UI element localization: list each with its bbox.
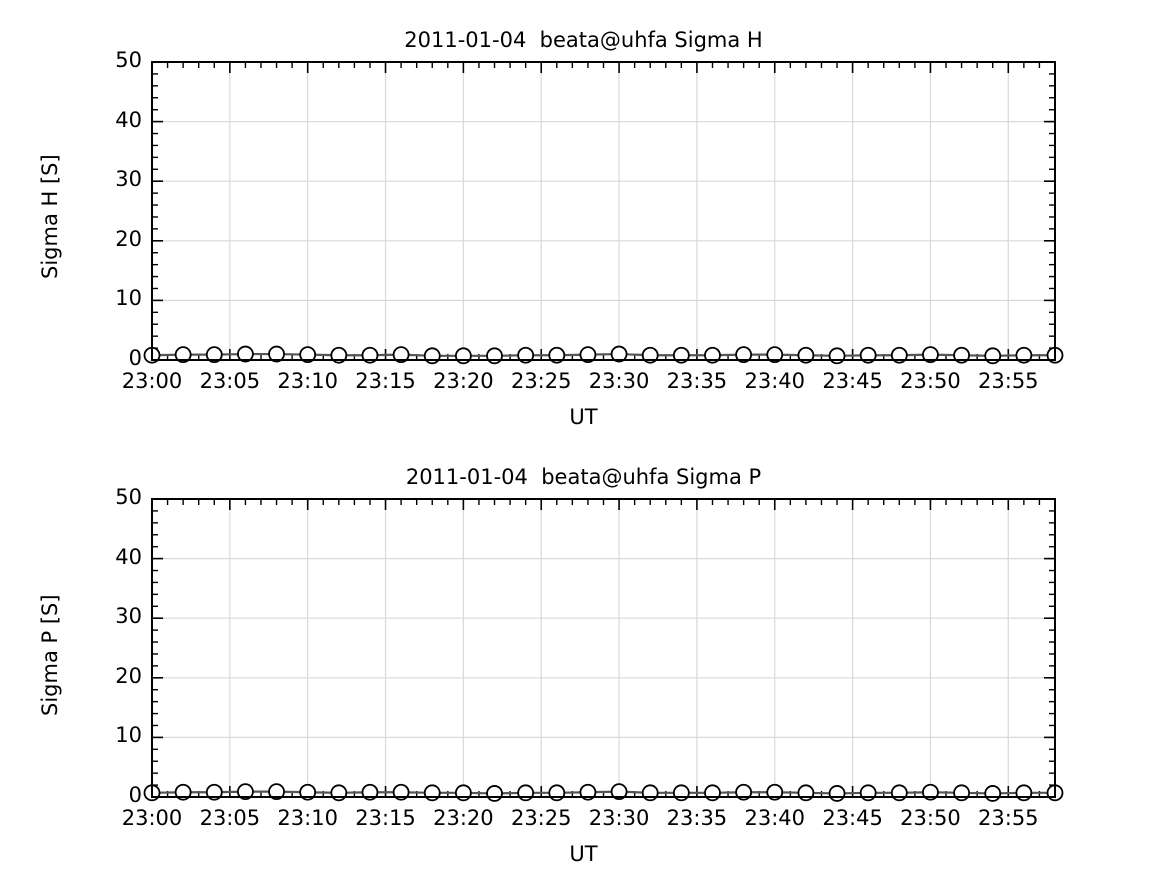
y-tick-label-sigma-h: 10 [115, 286, 142, 311]
x-tick-label-sigma-h: 23:35 [666, 369, 728, 393]
x-tick-label-sigma-p: 23:30 [588, 806, 650, 830]
chart-panel-sigma-h: 2011-01-04 beata@uhfa Sigma H Sigma H [S… [0, 0, 1167, 437]
chart-title-sigma-p: 2011-01-04 beata@uhfa Sigma P [405, 465, 762, 489]
plot-area-sigma-h [143, 61, 1064, 365]
x-tick-label-sigma-p: 23:35 [666, 806, 728, 830]
x-tick-label-sigma-p: 23:25 [510, 806, 572, 830]
y-tick-label-sigma-h: 40 [115, 107, 142, 132]
x-tick-label-sigma-h: 23:40 [744, 369, 806, 393]
y-tick-label-sigma-h: 50 [115, 48, 142, 72]
x-tick-label-sigma-p: 23:45 [822, 806, 883, 830]
plot-area-sigma-p [143, 498, 1064, 802]
x-tick-label-sigma-h: 23:25 [510, 369, 572, 393]
x-tick-label-sigma-p: 23:40 [744, 806, 806, 830]
x-tick-label-sigma-p: 23:55 [978, 806, 1039, 830]
y-tick-label-sigma-h: 30 [115, 167, 142, 192]
x-tick-label-sigma-h: 23:05 [199, 369, 261, 393]
y-tick-label-sigma-h: 20 [115, 226, 142, 251]
x-tick-label-sigma-p: 23:50 [900, 806, 961, 830]
chart-panel-sigma-p: 2011-01-04 beata@uhfa Sigma P Sigma P [S… [0, 437, 1167, 874]
x-tick-label-sigma-p: 23:05 [199, 806, 261, 830]
chart-title-sigma-h: 2011-01-04 beata@uhfa Sigma H [404, 28, 763, 52]
y-tick-label-sigma-p: 20 [115, 663, 142, 688]
x-tick-label-sigma-h: 23:45 [822, 369, 883, 393]
x-tick-label-sigma-p: 23:10 [277, 806, 338, 830]
y-tick-label-sigma-p: 50 [115, 485, 142, 509]
x-tick-label-sigma-p: 23:15 [355, 806, 416, 830]
y-tick-label-sigma-h: 0 [128, 346, 142, 370]
y-tick-label-sigma-p: 30 [115, 604, 142, 629]
x-tick-label-sigma-h: 23:55 [978, 369, 1039, 393]
x-tick-label-sigma-h: 23:15 [355, 369, 416, 393]
x-tick-label-sigma-h: 23:20 [433, 369, 494, 393]
x-tick-label-sigma-h: 23:00 [121, 369, 183, 393]
x-axis-label-sigma-h: UT [569, 405, 598, 429]
y-tick-label-sigma-p: 10 [115, 723, 142, 748]
x-axis-label-sigma-p: UT [569, 842, 598, 866]
y-tick-label-sigma-p: 40 [115, 544, 142, 569]
x-tick-label-sigma-h: 23:10 [277, 369, 338, 393]
x-tick-label-sigma-p: 23:20 [433, 806, 494, 830]
x-tick-label-sigma-h: 23:30 [588, 369, 650, 393]
x-tick-label-sigma-p: 23:00 [121, 806, 183, 830]
y-tick-label-sigma-p: 0 [128, 783, 142, 807]
x-tick-label-sigma-h: 23:50 [900, 369, 961, 393]
